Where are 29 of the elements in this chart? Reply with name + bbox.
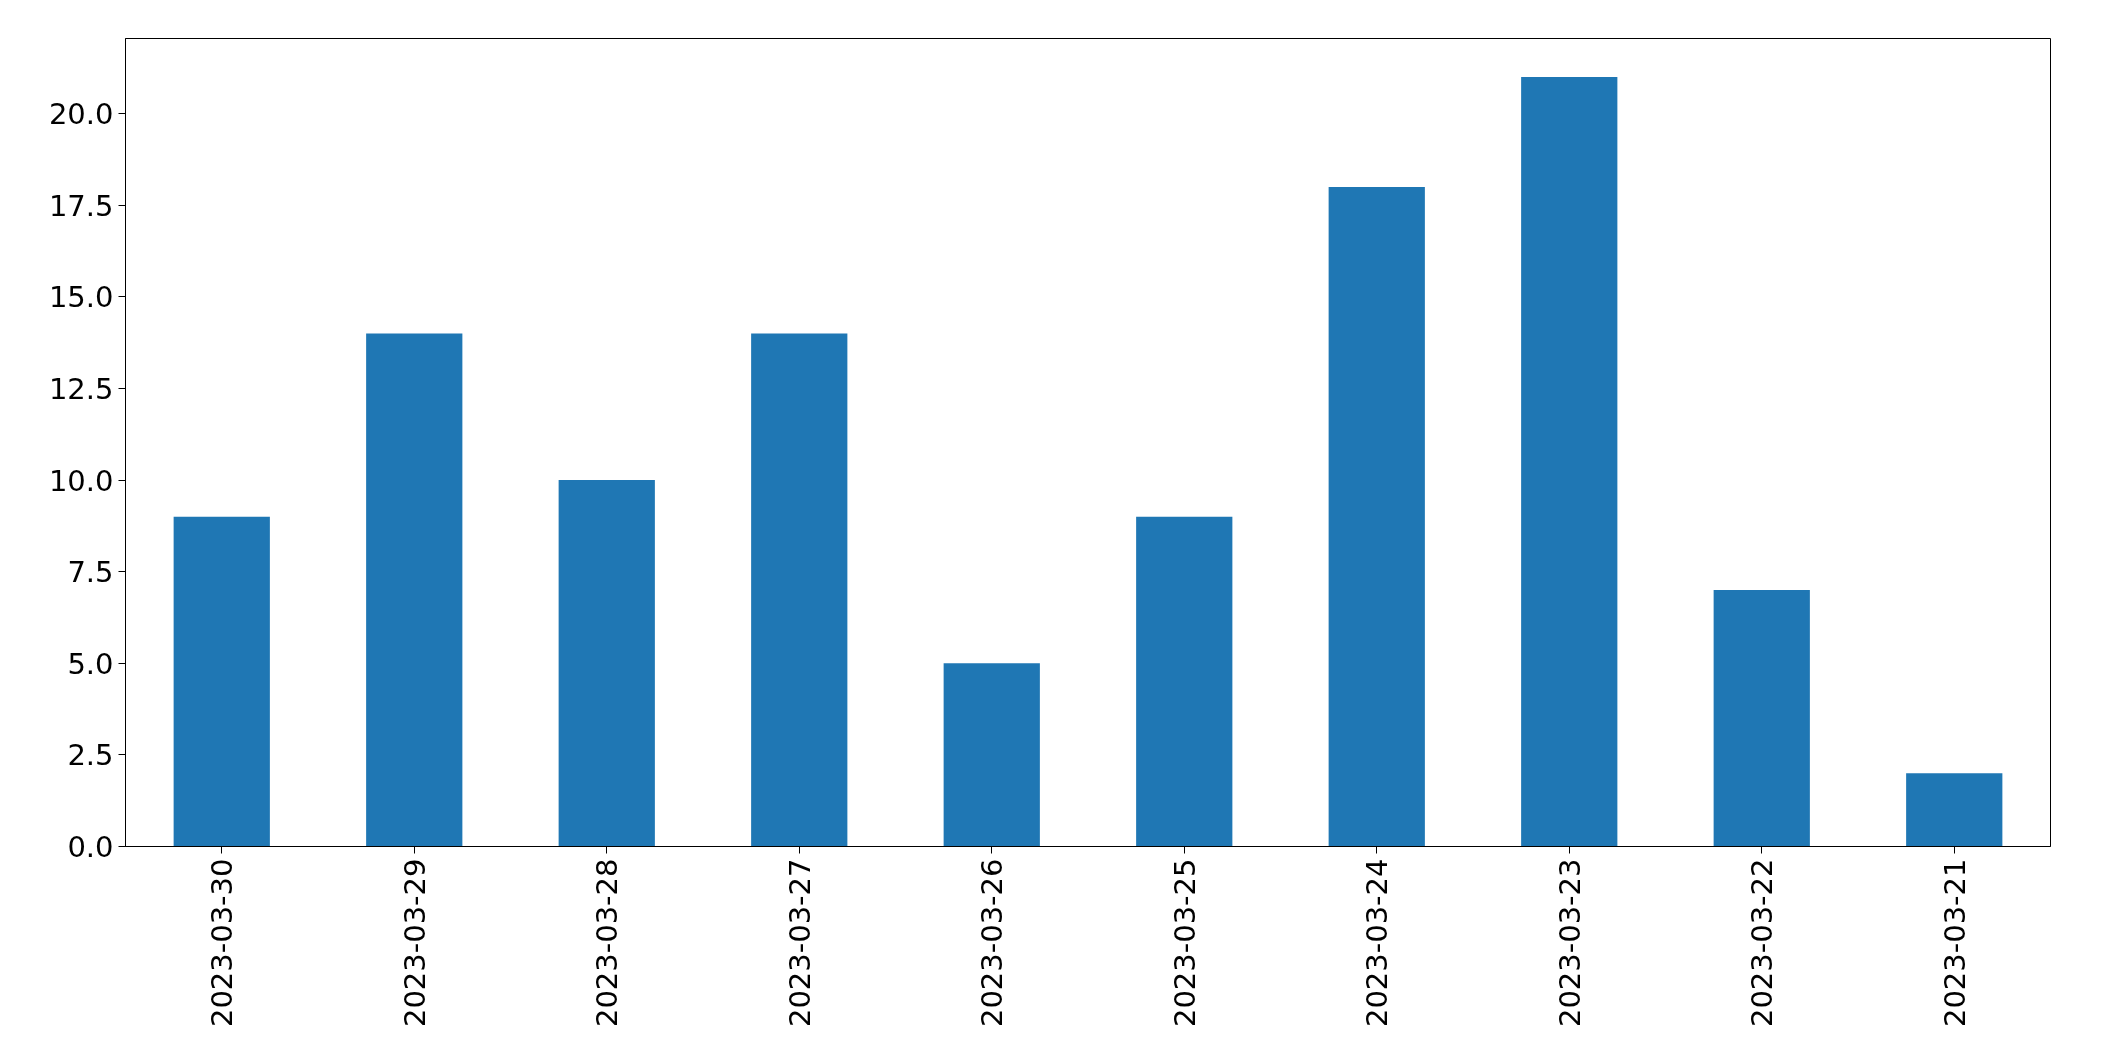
y-tick-label: 5.0: [67, 646, 114, 681]
bar: [1521, 76, 1618, 847]
bar: [173, 516, 270, 847]
bar: [751, 333, 848, 847]
bar: [1713, 589, 1810, 847]
x-tick-label: 2023-03-26: [975, 858, 1010, 1028]
x-tick-label: 2023-03-24: [1360, 858, 1395, 1028]
x-tick-label: 2023-03-25: [1167, 858, 1202, 1028]
y-tick-label: 15.0: [48, 280, 114, 315]
x-tick-label: 2023-03-28: [590, 858, 625, 1028]
x-tick-label: 2023-03-29: [397, 858, 432, 1028]
y-tick-label: 7.5: [67, 555, 114, 590]
bar: [558, 480, 655, 847]
bar: [1906, 773, 2003, 847]
x-tick-label: 2023-03-27: [782, 858, 817, 1028]
x-tick-label: 2023-03-21: [1937, 858, 1972, 1028]
x-tick-label: 2023-03-22: [1745, 858, 1780, 1028]
y-tick-label: 2.5: [67, 738, 114, 773]
y-tick-label: 17.5: [48, 188, 114, 223]
y-tick-label: 0.0: [67, 830, 114, 864]
y-tick-label: 12.5: [48, 371, 114, 406]
x-tick-label: 2023-03-30: [205, 858, 240, 1028]
bar: [1136, 516, 1233, 847]
x-tick-label: 2023-03-23: [1552, 858, 1587, 1028]
y-tick-label: 20.0: [48, 97, 114, 132]
y-tick-label: 10.0: [48, 463, 114, 498]
bar: [366, 333, 463, 847]
bar: [943, 663, 1040, 847]
bar: [1328, 186, 1425, 847]
